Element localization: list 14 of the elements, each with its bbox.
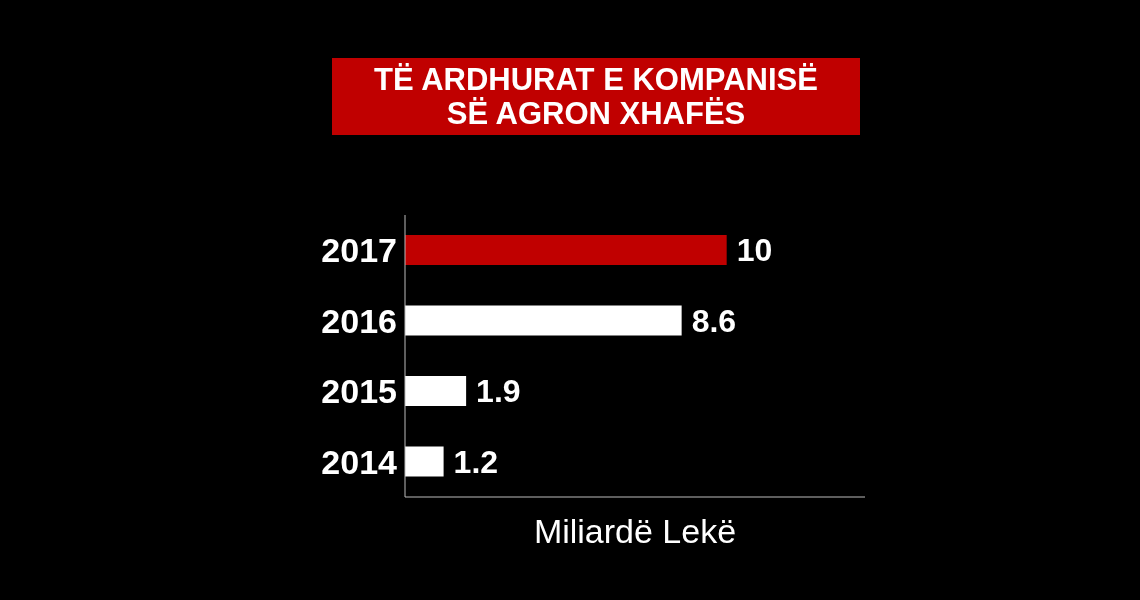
- bar: [405, 376, 467, 406]
- data-label: 1.9: [476, 373, 521, 410]
- data-label: 10: [736, 232, 773, 269]
- y-tick-label: 2015: [321, 372, 397, 411]
- data-label: 1.2: [453, 443, 499, 480]
- bar: [405, 446, 444, 477]
- chart-title: TË ARDHURAT E KOMPANISË SË AGRON XHAFËS: [373, 61, 819, 131]
- y-tick-label: 2017: [321, 231, 397, 270]
- x-axis-title: Miliardë Lekë: [532, 512, 738, 551]
- bar: [405, 235, 727, 265]
- y-tick-label: 2016: [321, 301, 397, 340]
- bar: [405, 305, 682, 336]
- y-tick-label: 2014: [321, 442, 398, 481]
- data-label: 8.6: [691, 302, 737, 339]
